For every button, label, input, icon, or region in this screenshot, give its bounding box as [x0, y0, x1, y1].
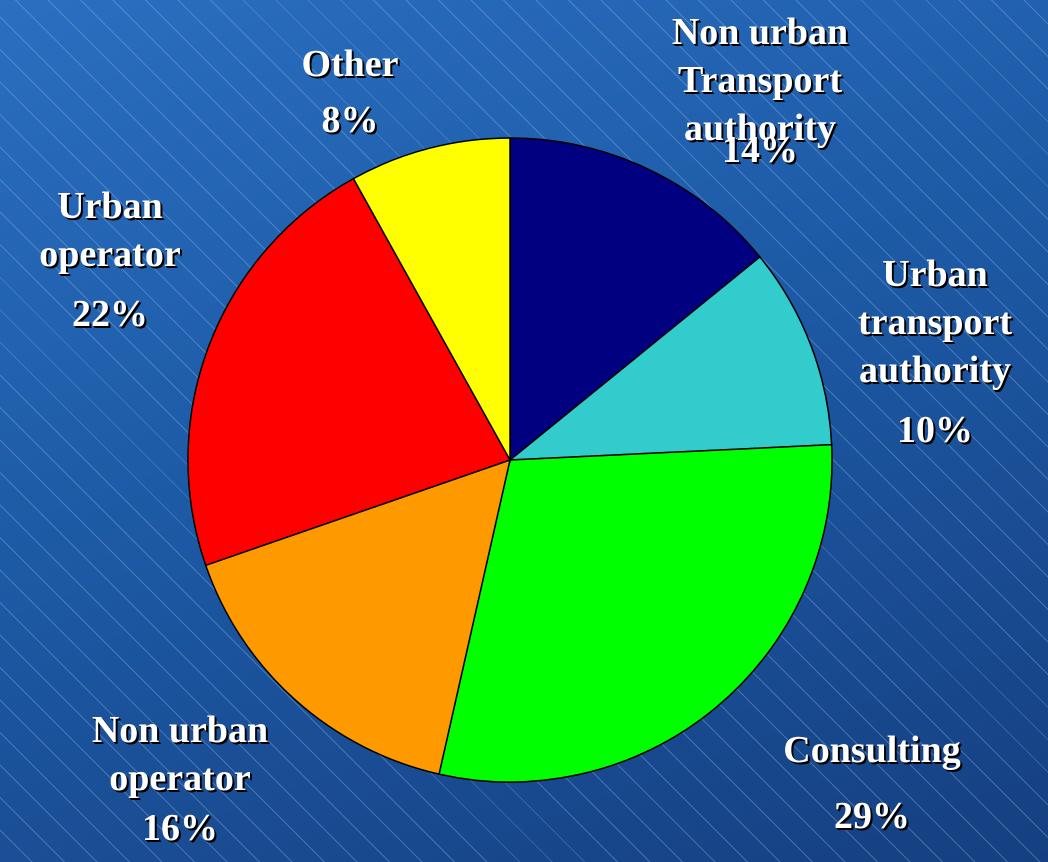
- slice-label: Urban transport authority: [857, 253, 1013, 391]
- slice-label: Consulting: [783, 729, 961, 771]
- pie-slice: [352, 137, 511, 463]
- slice-percent: 10%: [897, 409, 973, 451]
- slice-percent: 29%: [834, 795, 910, 837]
- slice-label: Urban operator: [39, 185, 181, 275]
- pie-slice: [507, 255, 833, 461]
- pie-slice: [438, 443, 833, 783]
- slice-percent: 14%: [722, 129, 798, 171]
- slice-label: Other: [301, 43, 399, 85]
- slice-percent: 22%: [72, 293, 148, 335]
- pie-slice: [509, 137, 761, 462]
- pie-slice: [187, 177, 512, 567]
- slice-percent: 8%: [321, 99, 379, 141]
- pie-slice: [204, 458, 512, 775]
- slice-label: Non urban Transport authority: [671, 11, 849, 149]
- slice-label: Non urban operator: [91, 709, 269, 799]
- slice-percent: 16%: [142, 807, 218, 849]
